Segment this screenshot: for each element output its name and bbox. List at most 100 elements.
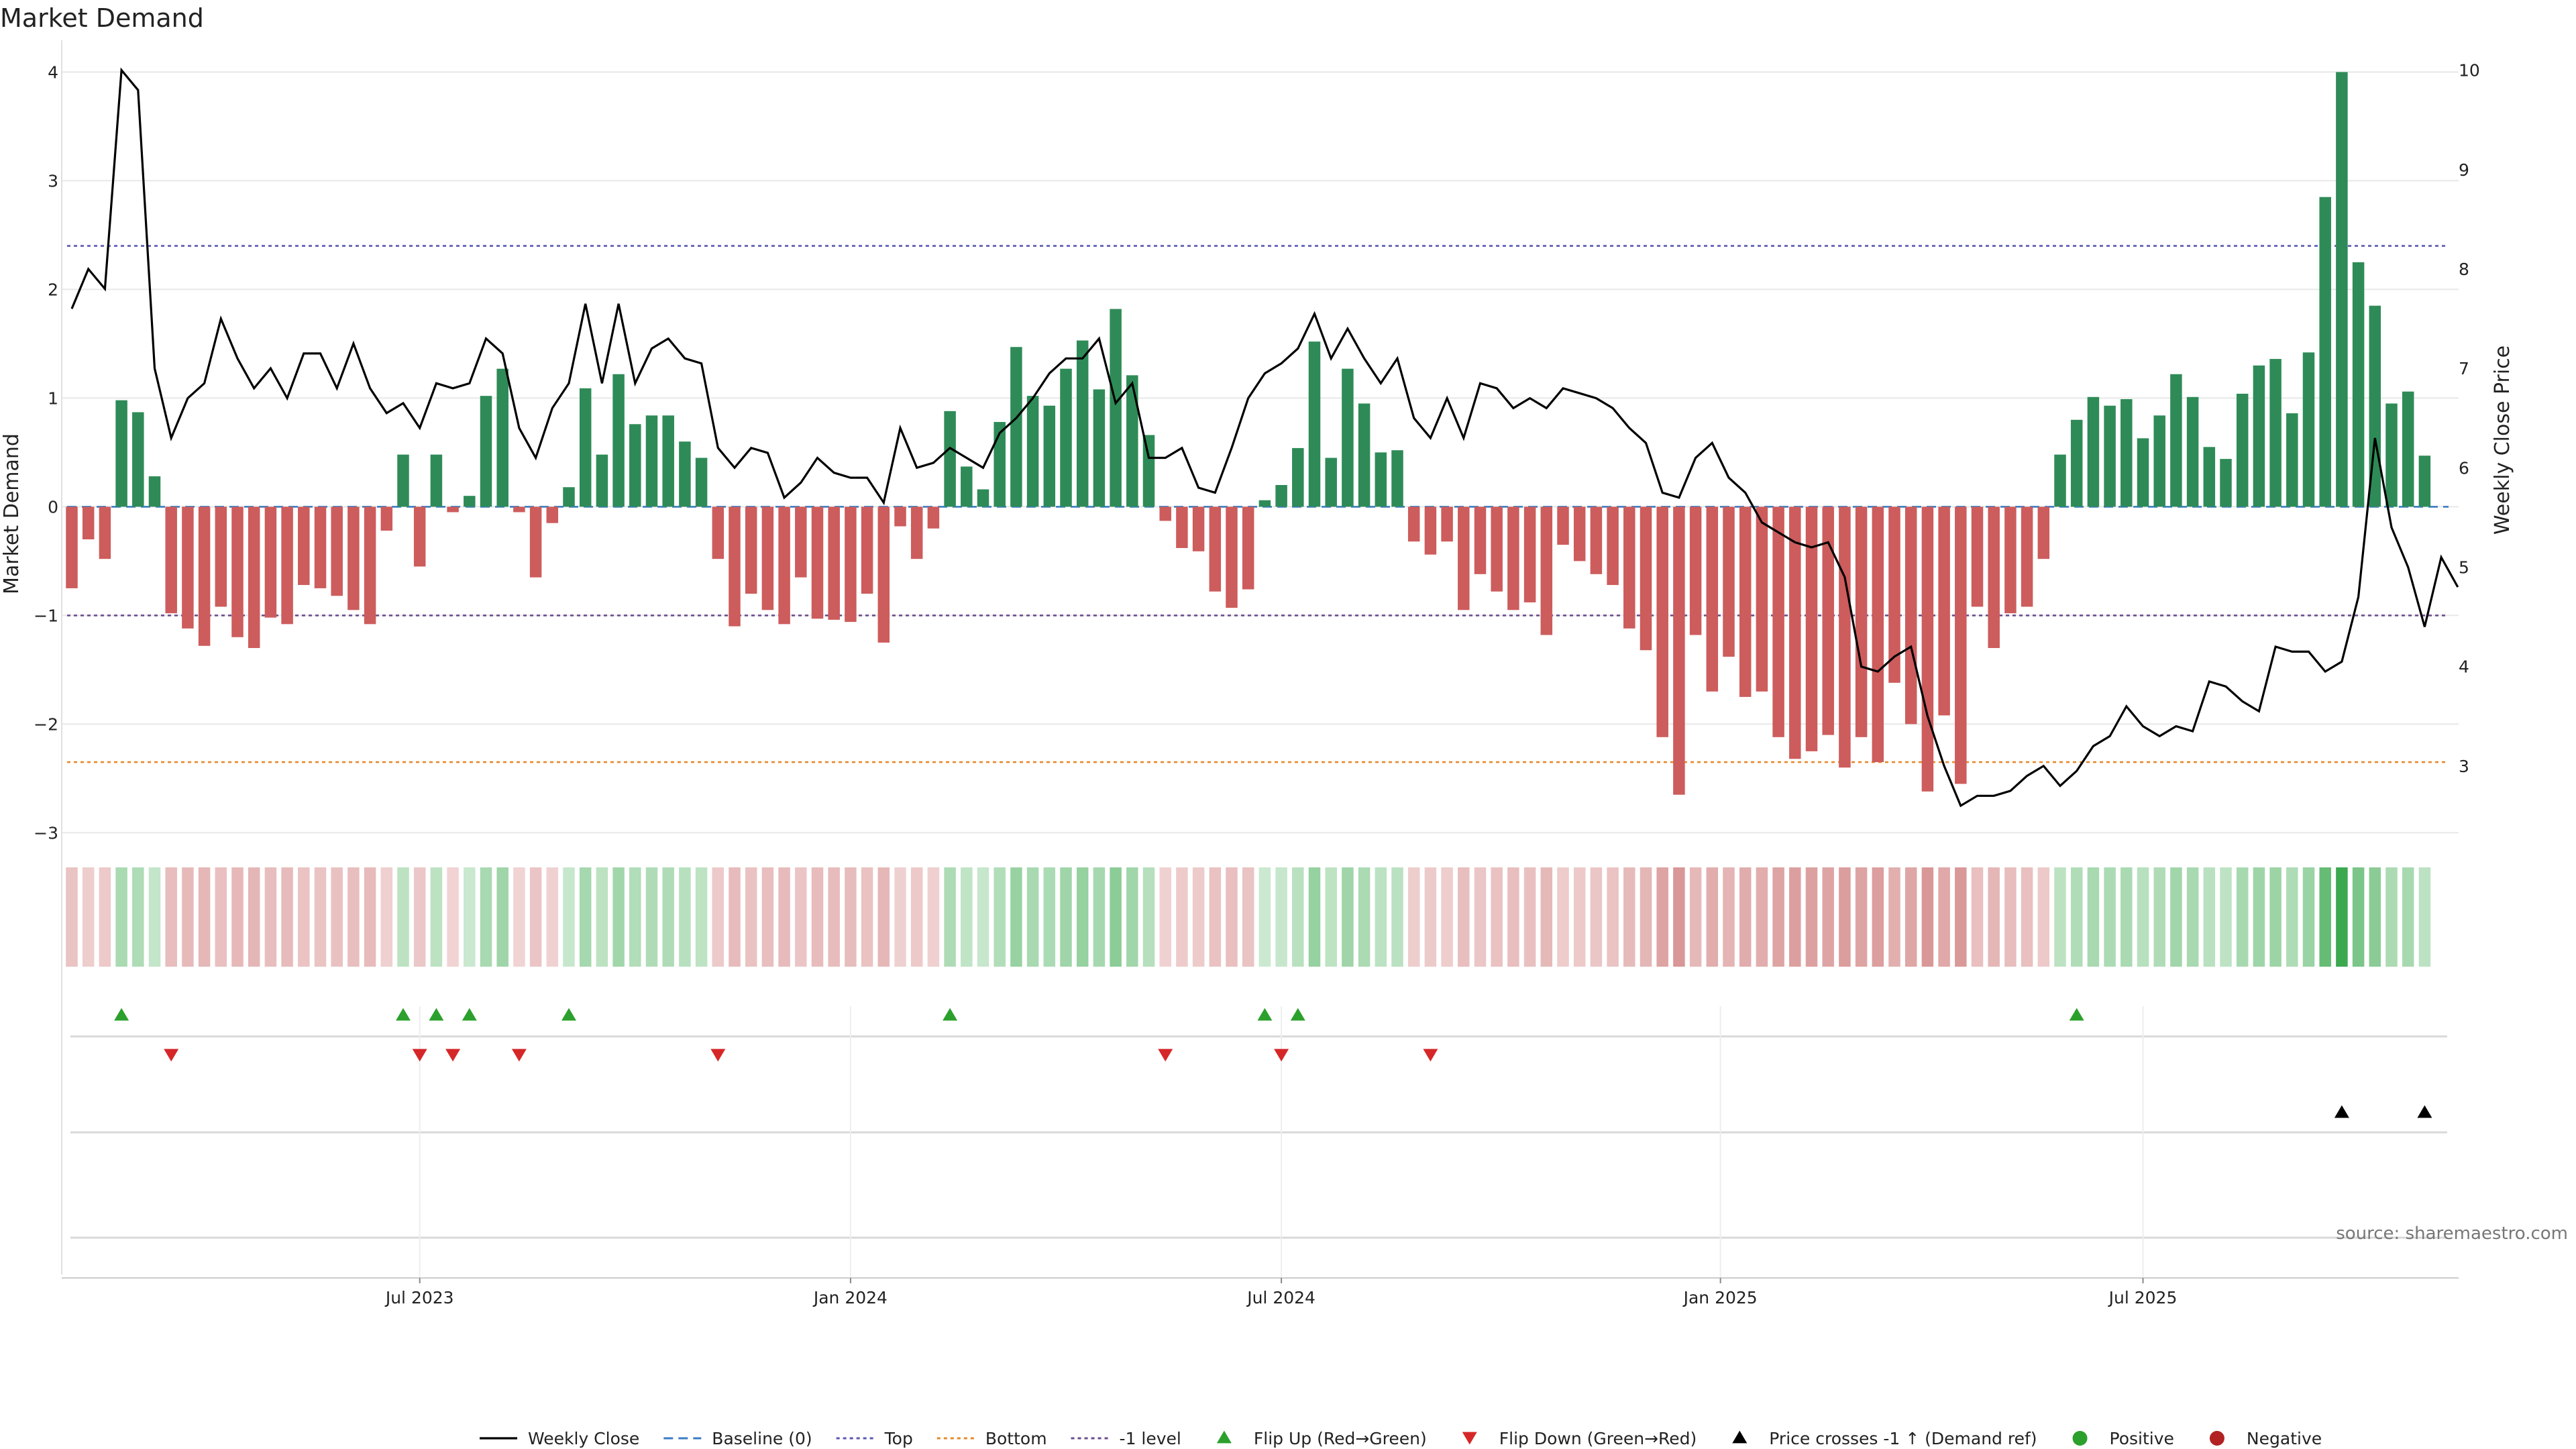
heat-cell — [1623, 867, 1635, 967]
positive-bar — [2070, 419, 2083, 507]
negative-bar — [231, 506, 244, 637]
negative-bar — [1789, 506, 1801, 759]
flip-up-marker — [429, 1008, 444, 1021]
positive-bar — [1308, 341, 1321, 507]
positive-bar — [695, 458, 708, 507]
heat-cell — [132, 867, 144, 967]
heat-cell — [1076, 867, 1089, 967]
heat-cell — [314, 867, 327, 967]
negative-bar — [1176, 506, 1188, 548]
positive-bar — [1043, 405, 1056, 507]
heat-cell — [1971, 867, 1984, 967]
y2-tick-label: 9 — [2459, 160, 2469, 180]
flip-down-marker — [710, 1049, 726, 1062]
flip-up-marker — [561, 1008, 576, 1021]
legend-item: Baseline (0) — [663, 1429, 812, 1448]
heat-cell — [1540, 867, 1553, 967]
heat-cell — [2186, 867, 2199, 967]
positive-bar — [629, 424, 641, 507]
positive-bar — [397, 454, 409, 507]
heat-cell — [347, 867, 360, 967]
legend-item: Flip Down (Green→Red) — [1462, 1429, 1697, 1448]
positive-bar — [645, 415, 658, 507]
heat-cell — [877, 867, 890, 967]
positive-bar — [2319, 197, 2331, 507]
negative-bar — [811, 506, 824, 619]
positive-bar — [2269, 359, 2282, 507]
positive-bar — [1275, 485, 1287, 507]
y2-tick-label: 3 — [2459, 757, 2469, 776]
negative-bar — [2037, 506, 2050, 559]
heat-cell — [1226, 867, 1238, 967]
y2-tick-label: 10 — [2459, 61, 2480, 80]
negative-bar — [1756, 506, 1768, 692]
positive-bar — [2286, 413, 2298, 507]
heat-cell — [1888, 867, 1900, 967]
heat-cell — [1955, 867, 1967, 967]
heat-cell — [513, 867, 525, 967]
heat-cell — [1458, 867, 1470, 967]
flip-up-marker — [2069, 1008, 2084, 1021]
heat-cell — [1308, 867, 1321, 967]
heat-cell — [1772, 867, 1784, 967]
heat-cell — [1209, 867, 1222, 967]
heat-cell — [1275, 867, 1287, 967]
heat-cell — [480, 867, 492, 967]
negative-bar — [729, 506, 741, 627]
heat-cell — [1474, 867, 1487, 967]
heat-cell — [281, 867, 293, 967]
price-cross-marker — [2334, 1105, 2349, 1118]
negative-bar — [66, 506, 78, 588]
legend-item: Flip Up (Red→Green) — [1216, 1429, 1427, 1448]
negative-bar — [1242, 506, 1254, 590]
positive-bar — [612, 374, 625, 507]
heat-cell — [2269, 867, 2282, 967]
reference-lines — [67, 245, 2449, 763]
heat-cell — [1325, 867, 1337, 967]
negative-bar — [778, 506, 790, 625]
grid — [61, 40, 2459, 1275]
heat-cell — [1342, 867, 1354, 967]
heat-cell — [2336, 867, 2348, 967]
negative-bar — [447, 506, 459, 513]
heat-cell — [2087, 867, 2100, 967]
positive-bar — [1126, 375, 1138, 507]
negative-bar — [1872, 506, 1884, 763]
heat-cell — [1822, 867, 1834, 967]
negative-bar — [198, 506, 211, 646]
heat-cell — [2137, 867, 2149, 967]
flip-up-marker — [1290, 1008, 1305, 1021]
positive-bar — [2402, 391, 2414, 507]
positive-bar — [1076, 340, 1089, 507]
positive-bar — [496, 368, 508, 507]
heat-cell — [1756, 867, 1768, 967]
negative-bar — [745, 506, 757, 594]
positive-bar — [1093, 389, 1106, 507]
heat-cell — [2402, 867, 2414, 967]
positive-bar — [2153, 415, 2165, 507]
legend-label: Price crosses -1 ↑ (Demand ref) — [1769, 1429, 2037, 1448]
heat-cell — [761, 867, 774, 967]
positive-bar — [1342, 368, 1354, 507]
y-tick-label: 4 — [48, 62, 58, 82]
heat-cell — [430, 867, 443, 967]
y2-tick-label: 7 — [2459, 359, 2469, 378]
flip-up-marker — [943, 1008, 958, 1021]
negative-bar — [877, 506, 890, 643]
negative-bar — [1723, 506, 1735, 657]
negative-bar — [927, 506, 940, 529]
heat-cell — [364, 867, 376, 967]
negative-bar — [845, 506, 857, 623]
heat-cell — [1640, 867, 1652, 967]
heat-cell — [1424, 867, 1437, 967]
heat-cell — [1839, 867, 1851, 967]
heat-cell — [695, 867, 708, 967]
legend-label: Negative — [2247, 1429, 2322, 1448]
legend-label: Flip Down (Green→Red) — [1499, 1429, 1697, 1448]
heat-cell — [1789, 867, 1801, 967]
negative-bar — [264, 506, 277, 618]
legend-circle-swatch — [2072, 1431, 2088, 1446]
flip-up-marker — [396, 1008, 411, 1021]
flip-up-marker — [1257, 1008, 1273, 1021]
negative-bar — [1706, 506, 1719, 692]
